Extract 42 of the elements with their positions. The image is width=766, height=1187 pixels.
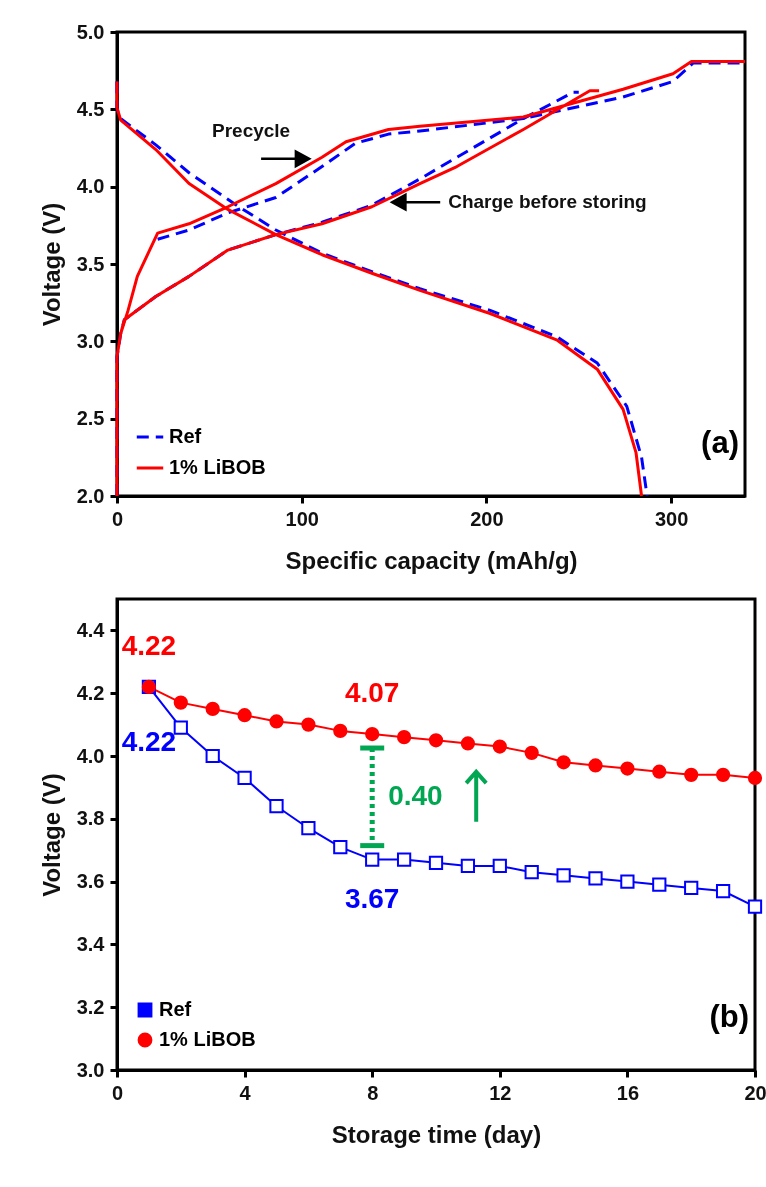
y-tick-label: 4.4 bbox=[76, 618, 106, 641]
y-tick-label: 4.0 bbox=[76, 744, 105, 767]
y-axis-title: Voltage (V) bbox=[37, 202, 65, 327]
data-label: 4.22 bbox=[121, 629, 177, 661]
annotation: Charge before storing bbox=[448, 191, 647, 213]
x-tick-label: 300 bbox=[654, 507, 689, 530]
data-label: 3.67 bbox=[344, 882, 400, 914]
data-label: 4.22 bbox=[121, 725, 177, 757]
x-tick-label: 16 bbox=[616, 1081, 640, 1104]
x-tick-label: 0 bbox=[111, 507, 124, 530]
x-tick-label: 100 bbox=[285, 507, 319, 530]
y-tick-label: 3.8 bbox=[76, 807, 105, 830]
y-tick-label: 4.2 bbox=[76, 681, 105, 704]
y-axis-title: Voltage (V) bbox=[37, 773, 65, 897]
y-tick-label: 2.5 bbox=[76, 407, 105, 430]
x-axis-title: Storage time (day) bbox=[331, 1120, 542, 1148]
annotation: (a) bbox=[701, 425, 739, 460]
x-tick-label: 0 bbox=[111, 1081, 124, 1104]
annotation: Precycle bbox=[212, 119, 291, 141]
y-tick-label: 2.0 bbox=[76, 484, 105, 507]
y-tick-label: 3.5 bbox=[76, 252, 105, 275]
y-tick-label: 3.6 bbox=[76, 870, 105, 893]
x-tick-label: 20 bbox=[744, 1081, 766, 1104]
legend-label: 1% LiBOB bbox=[159, 1028, 256, 1050]
legend-label: Ref bbox=[169, 425, 202, 447]
x-tick-label: 8 bbox=[367, 1081, 379, 1104]
legend-label: Ref bbox=[159, 998, 192, 1020]
y-tick-label: 3.4 bbox=[76, 932, 106, 955]
y-tick-label: 4.5 bbox=[76, 97, 105, 120]
y-tick-label: 3.0 bbox=[76, 329, 105, 352]
y-tick-label: 4.0 bbox=[76, 175, 105, 198]
x-tick-label: 200 bbox=[470, 507, 504, 530]
x-tick-label: 4 bbox=[239, 1081, 252, 1104]
x-tick-label: 12 bbox=[489, 1081, 512, 1104]
annotation: 0.40 bbox=[388, 779, 443, 811]
y-tick-label: 3.0 bbox=[76, 1058, 105, 1081]
annotation: (b) bbox=[709, 999, 749, 1034]
y-tick-label: 3.2 bbox=[76, 995, 105, 1018]
y-tick-label: 5.0 bbox=[76, 20, 105, 43]
x-axis-title: Specific capacity (mAh/g) bbox=[285, 546, 578, 574]
legend-label: 1% LiBOB bbox=[169, 456, 266, 478]
data-label: 4.07 bbox=[344, 677, 400, 709]
